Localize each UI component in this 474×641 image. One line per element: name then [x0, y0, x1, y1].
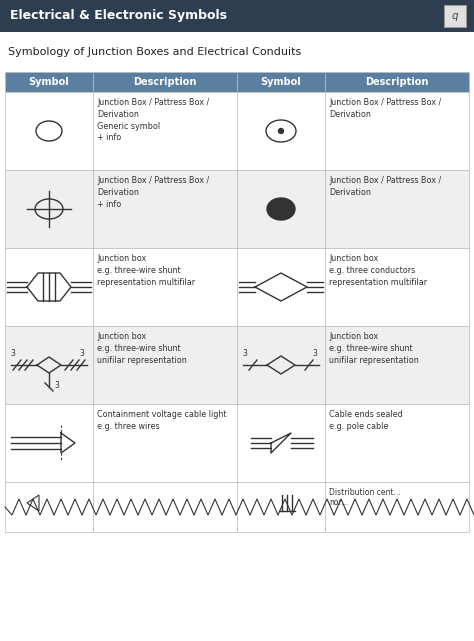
Text: Cable ends sealed
e.g. pole cable: Cable ends sealed e.g. pole cable — [329, 410, 403, 431]
Bar — [93, 326, 237, 404]
Bar — [93, 72, 237, 92]
Text: Containment voltage cable light
e.g. three wires: Containment voltage cable light e.g. thr… — [97, 410, 227, 431]
Text: 3: 3 — [243, 349, 247, 358]
Text: Junction box
e.g. three conductors
representation multifilar: Junction box e.g. three conductors repre… — [329, 254, 427, 287]
Bar — [237, 72, 325, 92]
Bar — [5, 482, 93, 532]
Bar — [5, 72, 93, 92]
Bar — [237, 248, 325, 326]
Bar — [237, 170, 325, 248]
Bar — [325, 92, 469, 170]
Bar — [325, 482, 469, 532]
Text: 3: 3 — [10, 349, 16, 358]
Bar — [93, 404, 237, 482]
Bar — [325, 170, 469, 248]
Text: Junction Box / Pattress Box /
Derivation: Junction Box / Pattress Box / Derivation — [329, 98, 441, 119]
Text: Electrical & Electronic Symbols: Electrical & Electronic Symbols — [10, 10, 227, 22]
Bar — [5, 170, 93, 248]
Text: Description: Description — [133, 77, 197, 87]
Text: Junction box
e.g. three-wire shunt
unifilar representation: Junction box e.g. three-wire shunt unifi… — [97, 332, 187, 365]
Text: 3: 3 — [80, 349, 84, 358]
Bar — [325, 326, 469, 404]
Bar — [237, 92, 325, 170]
Bar — [93, 482, 237, 532]
Text: Distribution cent...
nor...: Distribution cent... nor... — [329, 488, 401, 508]
Circle shape — [279, 128, 283, 133]
Bar — [237, 326, 325, 404]
Bar — [5, 404, 93, 482]
Text: Symbol: Symbol — [28, 77, 69, 87]
Text: Junction Box / Pattress Box /
Derivation
+ info: Junction Box / Pattress Box / Derivation… — [97, 176, 209, 208]
Text: 3: 3 — [312, 349, 318, 358]
Text: Junction Box / Pattress Box /
Derivation: Junction Box / Pattress Box / Derivation — [329, 176, 441, 197]
Text: 3: 3 — [54, 381, 59, 390]
Bar — [5, 248, 93, 326]
Text: Symbol: Symbol — [261, 77, 301, 87]
Bar — [325, 248, 469, 326]
Bar — [5, 92, 93, 170]
Bar — [93, 170, 237, 248]
Text: Junction box
e.g. three-wire shunt
representation multifilar: Junction box e.g. three-wire shunt repre… — [97, 254, 195, 287]
Bar — [444, 5, 466, 27]
Ellipse shape — [267, 198, 295, 220]
Bar — [325, 404, 469, 482]
Bar — [237, 404, 325, 482]
Bar — [93, 248, 237, 326]
Bar — [237, 482, 325, 532]
Text: q: q — [452, 11, 458, 21]
Text: Description: Description — [365, 77, 428, 87]
Text: Junction Box / Pattress Box /
Derivation
Generic symbol
+ info: Junction Box / Pattress Box / Derivation… — [97, 98, 209, 142]
Bar — [325, 72, 469, 92]
Bar — [0, 0, 474, 32]
Bar — [93, 92, 237, 170]
Text: Junction box
e.g. three-wire shunt
unifilar representation: Junction box e.g. three-wire shunt unifi… — [329, 332, 419, 365]
Text: Symbology of Junction Boxes and Electrical Conduits: Symbology of Junction Boxes and Electric… — [8, 47, 301, 57]
Bar — [5, 326, 93, 404]
